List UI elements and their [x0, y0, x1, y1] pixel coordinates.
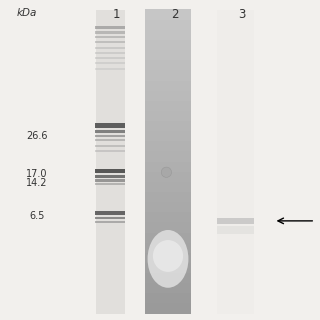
Bar: [145, 50, 191, 60]
Bar: [145, 39, 191, 50]
Bar: [145, 303, 191, 314]
Bar: [145, 293, 191, 303]
Bar: [145, 141, 191, 151]
Bar: [95, 123, 125, 128]
Bar: [95, 36, 125, 38]
Bar: [145, 283, 191, 293]
Bar: [145, 110, 191, 121]
Ellipse shape: [153, 240, 183, 272]
Bar: [217, 226, 254, 234]
Text: 1: 1: [113, 8, 121, 21]
Bar: [96, 10, 125, 314]
Bar: [95, 130, 125, 133]
Bar: [145, 202, 191, 212]
Bar: [145, 9, 191, 20]
Bar: [217, 10, 254, 314]
Bar: [95, 26, 125, 29]
Bar: [145, 131, 191, 141]
Text: 14.2: 14.2: [26, 178, 48, 188]
Text: 2: 2: [171, 8, 178, 21]
Bar: [145, 242, 191, 253]
Bar: [95, 217, 125, 219]
Text: kDa: kDa: [17, 8, 37, 18]
Bar: [95, 140, 125, 141]
Text: 6.5: 6.5: [29, 211, 44, 221]
Bar: [145, 120, 191, 131]
Bar: [95, 47, 125, 49]
Bar: [145, 161, 191, 172]
Bar: [145, 232, 191, 243]
Bar: [145, 272, 191, 283]
Bar: [95, 169, 125, 173]
Bar: [95, 31, 125, 34]
Bar: [95, 183, 125, 185]
Bar: [95, 221, 125, 223]
Bar: [95, 150, 125, 152]
Bar: [95, 175, 125, 178]
Bar: [145, 60, 191, 70]
Bar: [145, 100, 191, 111]
Circle shape: [161, 167, 172, 177]
Bar: [145, 19, 191, 30]
Bar: [145, 191, 191, 202]
Bar: [95, 57, 125, 59]
Bar: [95, 68, 125, 70]
Text: 17.0: 17.0: [26, 169, 48, 179]
Bar: [145, 29, 191, 40]
Bar: [145, 181, 191, 192]
Bar: [145, 252, 191, 263]
Bar: [95, 62, 125, 64]
Bar: [95, 179, 125, 182]
Bar: [145, 222, 191, 233]
Bar: [145, 80, 191, 91]
Bar: [145, 212, 191, 222]
Text: 26.6: 26.6: [26, 131, 48, 141]
Bar: [95, 134, 125, 137]
Ellipse shape: [148, 230, 188, 288]
Bar: [145, 171, 191, 182]
Bar: [145, 90, 191, 101]
Bar: [95, 52, 125, 54]
Bar: [217, 218, 254, 224]
Bar: [95, 212, 125, 215]
Bar: [95, 145, 125, 147]
Bar: [95, 41, 125, 44]
Bar: [145, 70, 191, 81]
Bar: [145, 151, 191, 162]
Text: 3: 3: [238, 8, 245, 21]
Bar: [145, 262, 191, 273]
